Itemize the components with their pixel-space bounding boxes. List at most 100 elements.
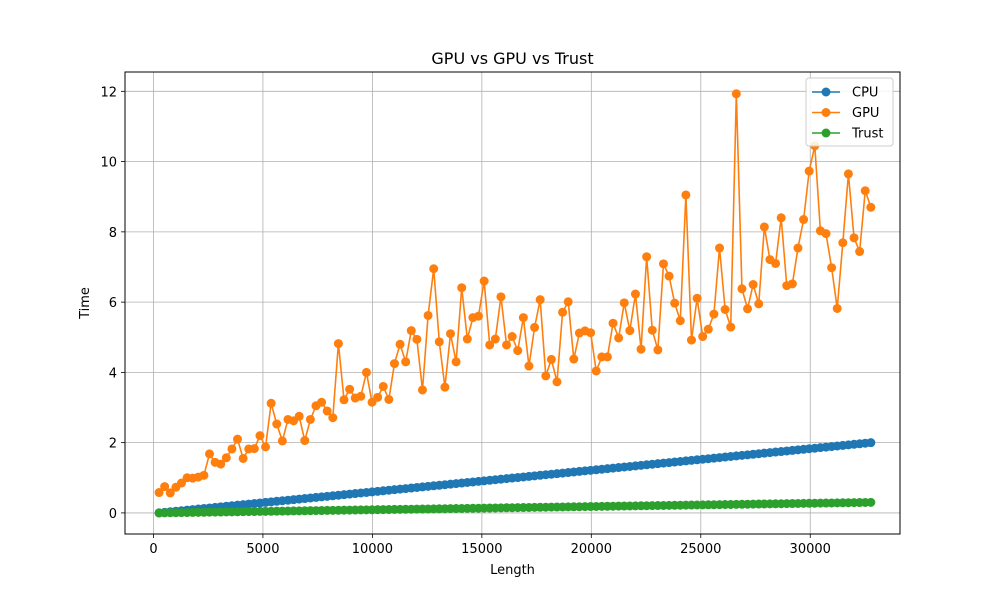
data-point-gpu <box>832 303 842 313</box>
data-point-gpu <box>614 333 624 343</box>
data-point-gpu <box>849 233 859 243</box>
data-point-gpu <box>356 391 366 401</box>
data-point-gpu <box>434 337 444 347</box>
data-point-gpu <box>451 357 461 367</box>
data-point-gpu <box>698 332 708 342</box>
data-point-gpu <box>513 346 523 356</box>
data-point-gpu <box>423 310 433 320</box>
series-layer <box>154 89 876 518</box>
legend-marker <box>821 87 831 97</box>
data-point-gpu <box>160 482 170 492</box>
legend-marker <box>821 108 831 117</box>
data-point-gpu <box>401 357 411 367</box>
data-point-gpu <box>636 344 646 354</box>
data-point-gpu <box>384 394 394 404</box>
data-point-gpu <box>395 339 405 349</box>
data-point-gpu <box>272 419 282 429</box>
data-point-cpu <box>866 438 876 448</box>
data-point-gpu <box>653 345 663 355</box>
data-point-gpu <box>563 297 573 307</box>
series-gpu <box>154 89 876 498</box>
data-point-gpu <box>457 283 467 293</box>
data-point-gpu <box>361 367 371 377</box>
data-point-gpu <box>474 311 484 321</box>
ticks: 0 5000 10000 15000 20000 25000 30000 0 2 4 6 8 10 12 <box>100 85 830 557</box>
data-point-gpu <box>838 238 848 248</box>
data-point-gpu <box>715 243 725 253</box>
data-point-gpu <box>681 190 691 200</box>
data-point-gpu <box>709 309 719 319</box>
data-point-gpu <box>238 453 248 463</box>
data-point-gpu <box>843 169 853 179</box>
data-point-gpu <box>664 271 674 281</box>
data-point-gpu <box>771 258 781 268</box>
data-point-gpu <box>535 295 545 305</box>
data-point-gpu <box>328 413 338 423</box>
data-point-gpu <box>855 247 865 257</box>
y-tick-label: 8 <box>109 226 117 241</box>
y-tick-label: 12 <box>100 85 117 100</box>
y-tick-label: 6 <box>109 296 117 311</box>
data-point-gpu <box>389 359 399 369</box>
x-tick-label: 25000 <box>680 542 721 557</box>
data-point-gpu <box>333 339 343 349</box>
data-point-gpu <box>205 449 215 459</box>
data-point-gpu <box>737 284 747 294</box>
legend-marker <box>821 128 831 138</box>
data-point-gpu <box>446 329 455 339</box>
data-point-gpu <box>417 385 427 395</box>
data-point-gpu <box>294 411 304 421</box>
data-point-gpu <box>502 340 512 350</box>
data-point-gpu <box>703 324 713 334</box>
data-point-gpu <box>216 459 226 469</box>
data-point-gpu <box>339 395 349 405</box>
data-point-gpu <box>378 381 388 391</box>
data-point-gpu <box>602 352 612 362</box>
data-point-gpu <box>249 444 259 454</box>
y-tick-label: 0 <box>109 507 117 522</box>
data-point-gpu <box>647 325 657 335</box>
legend-label: CPU <box>852 86 878 101</box>
data-point-gpu <box>233 434 243 444</box>
data-point-gpu <box>804 166 814 176</box>
data-point-gpu <box>496 292 506 302</box>
data-point-gpu <box>266 398 276 408</box>
data-point-gpu <box>300 436 310 446</box>
data-point-gpu <box>518 313 528 323</box>
data-point-gpu <box>546 354 556 364</box>
y-tick-label: 10 <box>100 156 117 171</box>
x-axis-label: Length <box>490 563 535 578</box>
data-point-gpu <box>305 414 315 424</box>
data-point-gpu <box>630 289 640 299</box>
data-point-gpu <box>221 453 231 463</box>
data-point-gpu <box>154 488 164 498</box>
data-point-gpu <box>860 186 870 196</box>
data-point-gpu <box>462 334 472 344</box>
data-point-gpu <box>165 488 175 498</box>
data-point-gpu <box>485 340 495 350</box>
data-point-gpu <box>692 293 702 303</box>
data-point-gpu <box>490 334 500 344</box>
legend-item-cpu: CPU <box>812 86 878 101</box>
y-tick-label: 4 <box>109 366 117 381</box>
data-point-gpu <box>748 280 758 290</box>
data-point-gpu <box>479 276 489 286</box>
data-point-gpu <box>731 89 741 99</box>
data-point-gpu <box>625 326 635 336</box>
data-point-gpu <box>507 332 517 342</box>
x-tick-label: 15000 <box>461 542 502 557</box>
data-point-gpu <box>821 229 831 239</box>
data-point-gpu <box>591 366 601 376</box>
data-point-gpu <box>670 298 680 308</box>
data-point-gpu <box>406 326 416 336</box>
data-point-gpu <box>726 322 736 332</box>
data-point-gpu <box>261 442 271 452</box>
chart-title: GPU vs GPU vs Trust <box>431 49 593 68</box>
plot-frame <box>124 71 901 535</box>
data-point-gpu <box>227 444 237 454</box>
data-point-gpu <box>412 334 422 344</box>
data-point-gpu <box>255 431 265 441</box>
data-point-gpu <box>743 304 753 314</box>
x-tick-label: 10000 <box>352 542 393 557</box>
